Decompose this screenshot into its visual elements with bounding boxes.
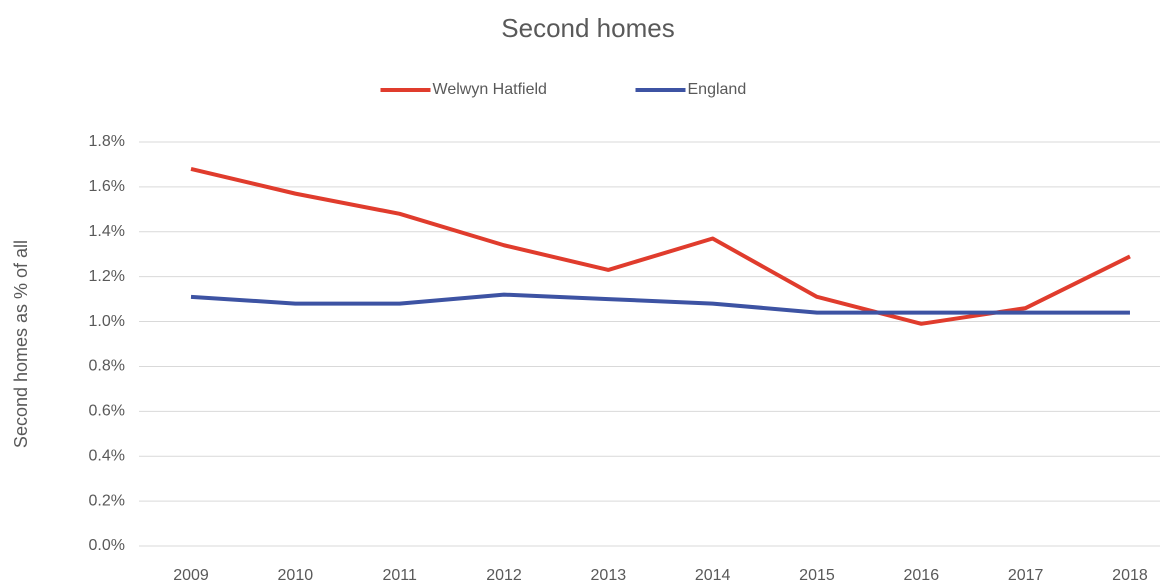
x-tick-label: 2012: [486, 567, 522, 584]
y-tick-label: 1.2%: [89, 268, 125, 285]
y-tick-label: 1.0%: [89, 313, 125, 330]
y-tick-label: 0.6%: [89, 403, 125, 420]
x-tick-label: 2018: [1112, 567, 1148, 584]
line-series: [190, 166, 1131, 326]
x-tick-label: 2015: [799, 567, 835, 584]
x-tick-label: 2016: [904, 567, 940, 584]
x-tick-label: 2013: [591, 567, 627, 584]
x-tick-label: 2017: [1008, 567, 1044, 584]
legend-label: Welwyn Hatfield: [433, 81, 547, 98]
x-tick-label: 2011: [382, 567, 417, 584]
y-tick-label: 1.4%: [89, 223, 125, 240]
y-tick-label: 0.2%: [89, 492, 125, 509]
y-tick-label: 1.6%: [89, 178, 125, 195]
y-tick-label: 0.0%: [89, 537, 125, 554]
x-tick-label: 2009: [173, 567, 209, 584]
chart-title: Second homes: [501, 13, 674, 43]
x-tick-label: 2010: [278, 567, 314, 584]
y-axis-title: Second homes as % of all: [11, 240, 31, 448]
legend-label: England: [688, 81, 747, 98]
y-tick-label: 0.4%: [89, 447, 125, 464]
x-tick-label: 2014: [695, 567, 731, 584]
y-tick-label: 1.8%: [89, 133, 125, 150]
line-series: [190, 292, 1130, 315]
y-tick-label: 0.8%: [89, 358, 125, 375]
